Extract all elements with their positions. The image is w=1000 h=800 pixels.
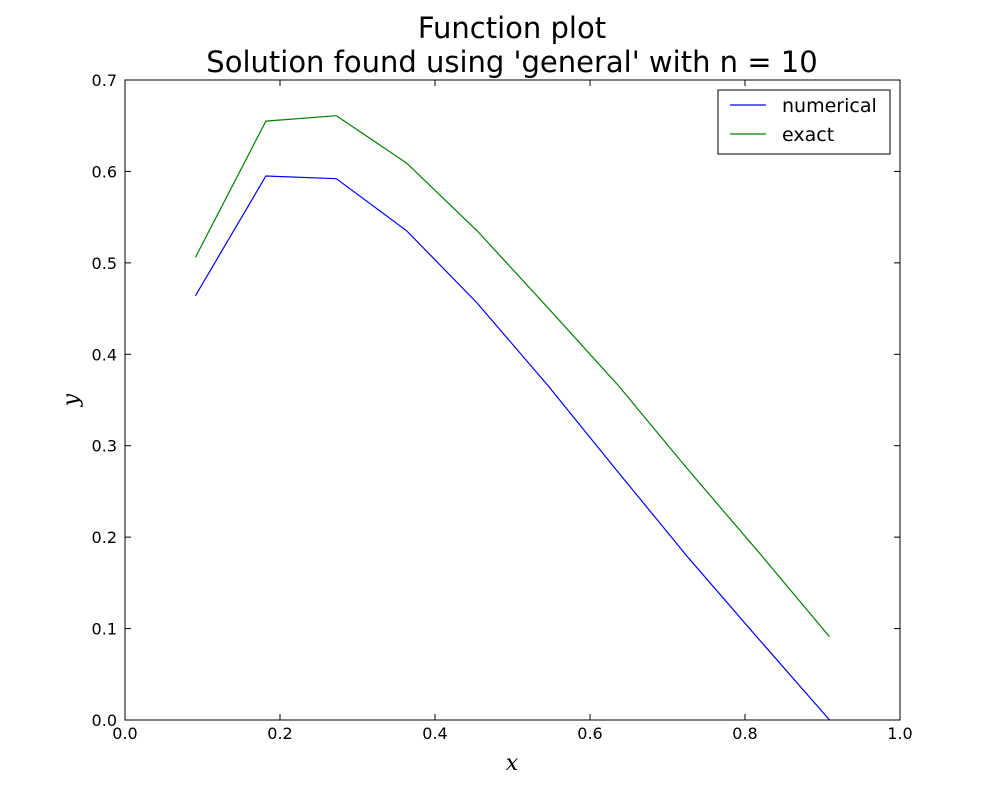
series-lines: [194, 115, 831, 721]
y-tick-label: 0.2: [92, 528, 117, 547]
y-axis-label: y: [59, 393, 84, 407]
chart-title-line2: Solution found using 'general' with n = …: [206, 45, 817, 79]
series-line-exact: [194, 115, 831, 638]
y-tick-label: 0.1: [92, 620, 117, 639]
series-line-numerical: [194, 175, 831, 721]
y-tick-label: 0.5: [92, 254, 117, 273]
x-axis-label: x: [506, 751, 519, 776]
chart-title-line1: Function plot: [418, 11, 606, 45]
x-tick-label: 0.2: [267, 724, 292, 743]
y-tick-label: 0.0: [92, 711, 117, 730]
legend-label-numerical: numerical: [782, 95, 877, 117]
x-tick-label: 0.6: [577, 724, 602, 743]
y-tick-label: 0.3: [92, 437, 117, 456]
x-tick-label: 0.0: [112, 724, 137, 743]
x-tick-label: 1.0: [887, 724, 912, 743]
axis-ticks: 0.0 0.2 0.4 0.6 0.8 1.0 0.0 0.1 0.2 0.3 0.4 0.5 0.6 0…: [92, 71, 913, 743]
x-tick-label: 0.4: [422, 724, 447, 743]
legend: numerical exact: [717, 89, 891, 155]
y-tick-label: 0.4: [92, 345, 117, 364]
legend-box: [717, 89, 891, 155]
x-tick-label: 0.8: [732, 724, 757, 743]
y-tick-label: 0.7: [92, 71, 117, 90]
y-tick-label: 0.6: [92, 162, 117, 181]
legend-label-exact: exact: [782, 124, 834, 146]
plot-frame: [124, 79, 901, 721]
